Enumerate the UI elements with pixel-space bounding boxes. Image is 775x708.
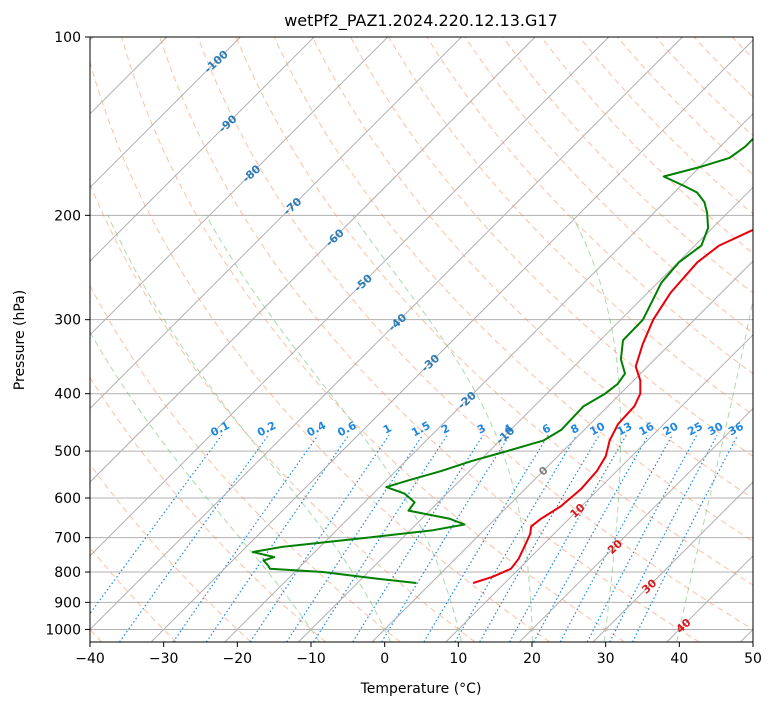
isotherm-line [90, 37, 241, 189]
mixing-ratio-line [586, 434, 698, 642]
mixing-ratio-line [312, 434, 448, 642]
dry-adiabat [121, 37, 625, 642]
isotherm-line [150, 39, 753, 642]
mixing-ratio-line [632, 434, 739, 642]
x-tick-label: 10 [449, 651, 467, 667]
x-tick-label: −20 [223, 651, 253, 667]
mixing-ratio-line [559, 434, 673, 642]
y-tick-label: 600 [54, 491, 81, 507]
isotherm-line [90, 37, 683, 631]
mixing-ratio-line [90, 434, 223, 615]
isotherm-line [90, 37, 610, 557]
mixing-ratio-line [205, 434, 350, 642]
mixing-ratio-label: 10 [588, 420, 608, 439]
x-tick-label: 20 [523, 651, 541, 667]
x-tick-label: 0 [380, 651, 389, 667]
pressure-gridlines [90, 37, 753, 630]
isotherm-line [371, 260, 753, 642]
mixing-ratio-line [119, 434, 269, 642]
isotherm-line [90, 37, 389, 336]
mixing-ratio-label: 13 [615, 420, 635, 439]
x-tick-label: −30 [149, 651, 179, 667]
x-tick-label: −40 [75, 651, 105, 667]
dry-adiabat [617, 37, 753, 176]
isotherm-line [298, 186, 753, 642]
y-tick-label: 100 [54, 30, 81, 46]
isotherm-line [519, 407, 753, 642]
x-axis-label: Temperature (°C) [360, 681, 482, 697]
y-tick-label: 1000 [45, 622, 81, 638]
moist-adiabat [90, 330, 320, 642]
moist-adiabat [107, 215, 391, 642]
mixing-ratio-label: 25 [685, 420, 705, 439]
y-tick-label: 200 [54, 208, 81, 224]
y-tick-label: 900 [54, 595, 81, 611]
moist-adiabat [352, 215, 533, 642]
isotherm-line [90, 37, 315, 262]
mixing-ratio-label: 16 [637, 420, 657, 439]
y-tick-label: 300 [54, 313, 81, 329]
temperature-profile [472, 228, 753, 584]
dry-adiabat [388, 37, 753, 416]
mixing-ratio-lines [90, 434, 739, 642]
dry-adiabat [235, 37, 753, 586]
axes: −40 −30 −20 −10 0 10 20 30 40 50 100 200 300 400 500 60… [45, 30, 762, 667]
dry-adiabat [90, 284, 401, 642]
y-tick-label: 700 [54, 531, 81, 547]
mixing-ratio-line [423, 434, 549, 642]
isotherm-line [90, 37, 536, 483]
dry-adiabat [311, 37, 753, 500]
mixing-ratio-label: 20 [661, 420, 681, 439]
dewpoint-profile [251, 137, 753, 584]
dry-adiabat [90, 60, 551, 642]
isotherm-line [592, 481, 753, 642]
isotherm-line [90, 37, 462, 410]
y-axis-label: Pressure (hPa) [12, 290, 28, 390]
x-tick-label: 30 [597, 651, 615, 667]
x-tick-label: −10 [296, 651, 326, 667]
dry-adiabat [90, 463, 252, 642]
x-tick-label: 50 [744, 651, 762, 667]
dry-adiabat [464, 37, 753, 334]
mixing-ratio-line [249, 434, 390, 642]
mixing-ratio-line [381, 434, 511, 642]
y-tick-label: 400 [54, 387, 81, 403]
chart-title: wetPf2_PAZ1.2024.220.12.13.G17 [284, 11, 558, 31]
mixing-ratio-line [352, 434, 484, 642]
dry-adiabat [197, 37, 753, 631]
isotherm-line [445, 334, 753, 642]
plot-frame [89, 36, 754, 643]
dry-adiabat [579, 37, 753, 215]
sounding-profiles [251, 137, 753, 584]
dry-adiabat [502, 37, 753, 294]
y-tick-label: 500 [54, 444, 81, 460]
mixing-ratio-label: 36 [726, 420, 746, 439]
moist-adiabat [571, 215, 622, 642]
dry-adiabat [159, 37, 700, 642]
x-tick-label: 40 [670, 651, 688, 667]
mixing-ratio-line [286, 434, 424, 642]
mixing-ratio-label: 30 [706, 420, 726, 439]
mixing-ratio-line [533, 434, 649, 642]
y-tick-label: 800 [54, 565, 81, 581]
